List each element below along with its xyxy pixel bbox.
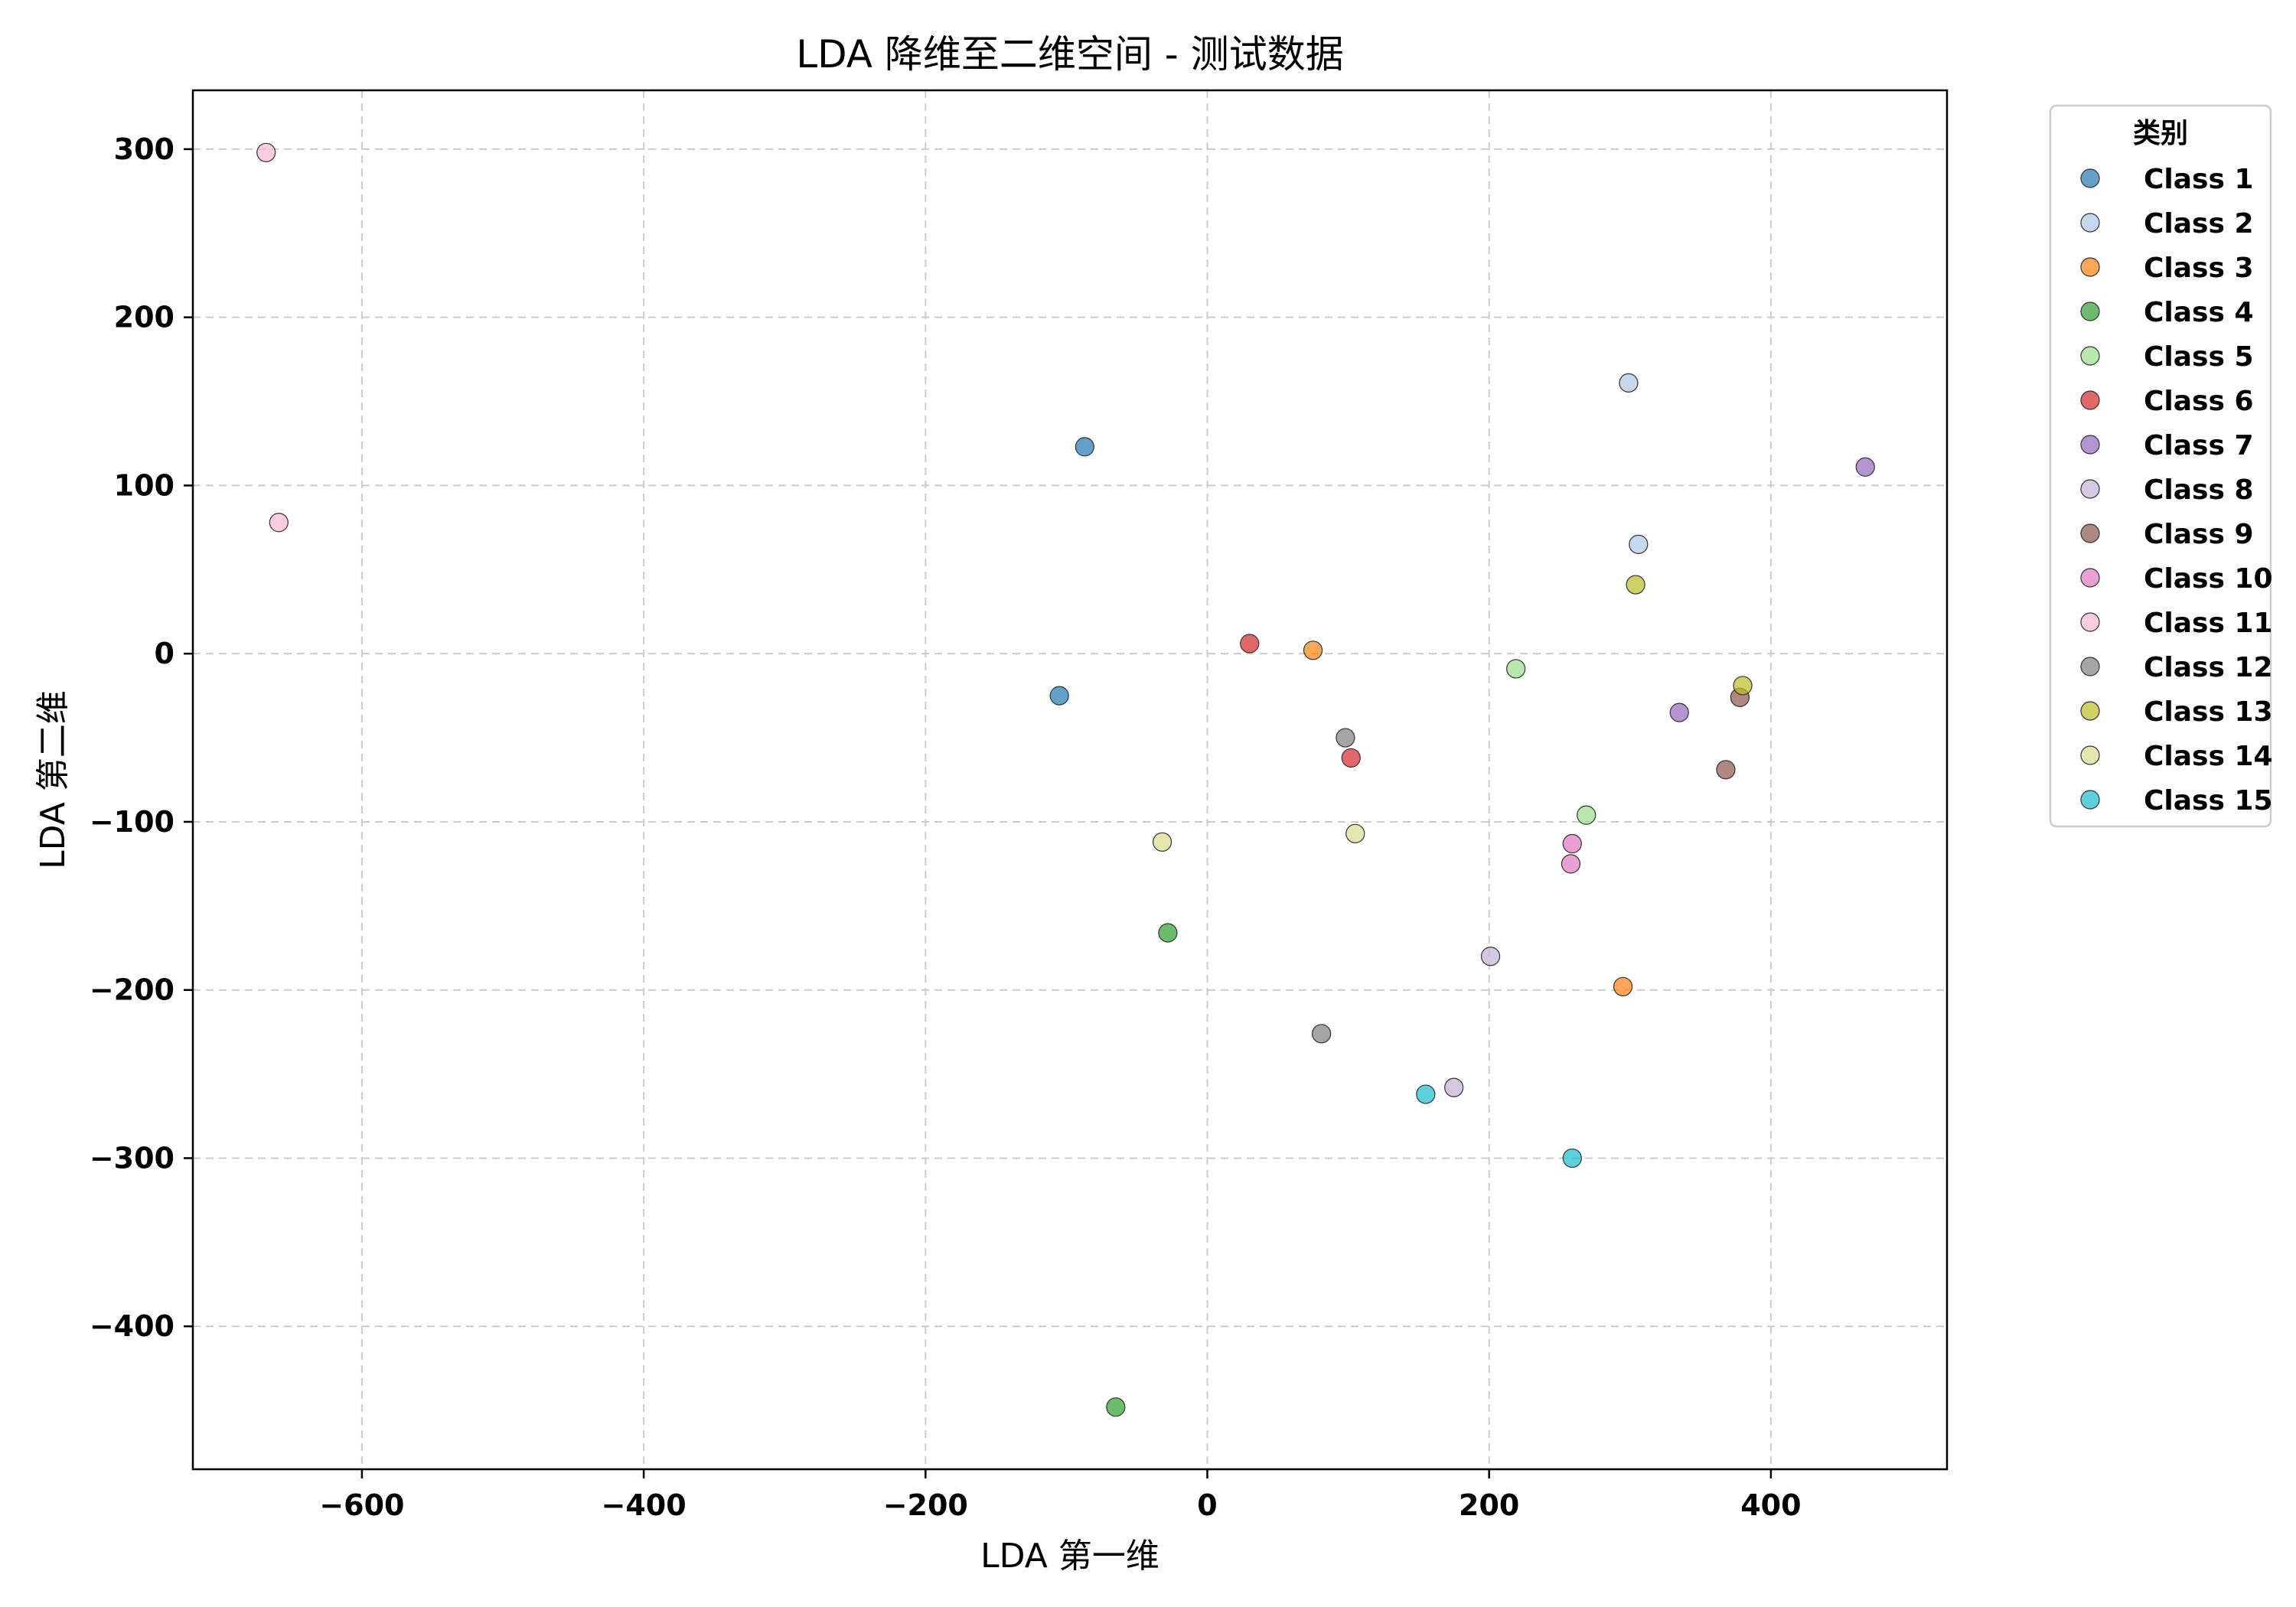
- scatter-point: [1312, 1024, 1332, 1044]
- legend-label: Class 1: [2144, 164, 2254, 195]
- legend-label: Class 12: [2144, 652, 2273, 683]
- legend-marker: [2080, 346, 2100, 366]
- scatter-point: [1341, 748, 1361, 768]
- scatter-point: [269, 513, 289, 533]
- x-tick-label: −200: [883, 1488, 968, 1522]
- scatter-point: [1416, 1084, 1436, 1104]
- x-axis-ticks: −600 −400 −200 0 200 400: [319, 1469, 1802, 1522]
- scatter-point: [1855, 457, 1875, 477]
- legend-label: Class 3: [2144, 253, 2254, 284]
- legend-box: [2049, 104, 2272, 828]
- scatter-point: [1480, 947, 1501, 966]
- legend-title: 类别: [2133, 118, 2188, 149]
- scatter-point: [1561, 854, 1581, 874]
- legend-marker: [2080, 257, 2100, 277]
- legend-label: Class 10: [2144, 563, 2273, 595]
- legend-marker: [2080, 168, 2100, 188]
- scatter-point: [1626, 575, 1645, 595]
- scatter-point: [1158, 923, 1178, 943]
- y-axis-ticks: 300 200 100 0 −100 −200 −300 −400: [90, 132, 193, 1343]
- legend-items: Class 1 Class 2 Class 3 Class 4 Class 5 Class…: [2080, 164, 2273, 817]
- legend-marker: [2080, 390, 2100, 410]
- x-tick-label: −600: [319, 1488, 404, 1522]
- y-tick-label: 300: [114, 132, 174, 166]
- x-tick-label: 200: [1459, 1488, 1519, 1522]
- plot-frame: [191, 89, 1949, 1471]
- y-tick-label: −400: [90, 1309, 174, 1343]
- legend-marker: [2080, 523, 2100, 543]
- scatter-point: [1303, 641, 1323, 660]
- scatter-point: [1577, 805, 1596, 825]
- legend-label: Class 11: [2144, 608, 2273, 639]
- grid-lines: [193, 90, 1947, 1469]
- x-tick-label: 400: [1740, 1488, 1801, 1522]
- legend-marker: [2080, 612, 2100, 632]
- legend-marker: [2080, 302, 2100, 321]
- x-axis-title: LDA 第一维: [980, 1537, 1159, 1576]
- scatter-point: [256, 142, 276, 162]
- scatter-point: [1733, 676, 1753, 696]
- scatter-point: [1049, 686, 1069, 706]
- scatter-point: [1562, 833, 1582, 854]
- legend-label: Class 14: [2144, 741, 2273, 772]
- legend-marker: [2080, 435, 2100, 455]
- scatter-point: [1106, 1397, 1126, 1417]
- scatter-point: [1152, 832, 1172, 852]
- legend-label: Class 8: [2144, 474, 2254, 506]
- scatter-point: [1336, 728, 1355, 748]
- legend-marker: [2080, 213, 2100, 233]
- legend-label: Class 9: [2144, 519, 2254, 550]
- y-tick-label: −100: [90, 805, 174, 839]
- scatter-point: [1669, 702, 1689, 722]
- scatter-point: [1506, 659, 1526, 679]
- legend-marker: [2080, 568, 2100, 588]
- y-tick-label: 100: [114, 468, 174, 502]
- scatter-point: [1562, 1148, 1582, 1169]
- scatter-point: [1075, 437, 1094, 457]
- x-tick-label: −400: [602, 1488, 687, 1522]
- legend-label: Class 4: [2144, 297, 2254, 328]
- scatter-point: [1629, 534, 1649, 554]
- scatter-point: [1444, 1077, 1464, 1097]
- x-tick-label: 0: [1197, 1488, 1217, 1522]
- y-tick-label: 200: [114, 301, 174, 334]
- scatter-point: [1613, 976, 1633, 996]
- legend-marker: [2080, 657, 2100, 676]
- data-points: [256, 142, 1875, 1417]
- y-axis-title: LDA 第二维: [34, 690, 73, 869]
- legend-marker: [2080, 790, 2100, 810]
- y-tick-label: 0: [155, 637, 174, 670]
- chart-title: LDA 降维至二维空间 - 测试数据: [796, 32, 1343, 77]
- legend-label: Class 6: [2144, 386, 2254, 417]
- scatter-point: [1240, 634, 1260, 654]
- legend-marker: [2080, 745, 2100, 765]
- legend-marker: [2080, 701, 2100, 721]
- legend-label: Class 2: [2144, 208, 2254, 240]
- y-tick-label: −300: [90, 1141, 174, 1175]
- legend-label: Class 5: [2144, 341, 2254, 373]
- scatter-point: [1345, 823, 1365, 843]
- legend-marker: [2080, 479, 2100, 499]
- y-tick-label: −200: [90, 973, 174, 1007]
- legend-label: Class 13: [2144, 696, 2273, 728]
- legend-label: Class 15: [2144, 785, 2273, 817]
- scatter-point: [1716, 760, 1736, 780]
- scatter-point: [1619, 373, 1639, 393]
- legend-label: Class 7: [2144, 430, 2254, 461]
